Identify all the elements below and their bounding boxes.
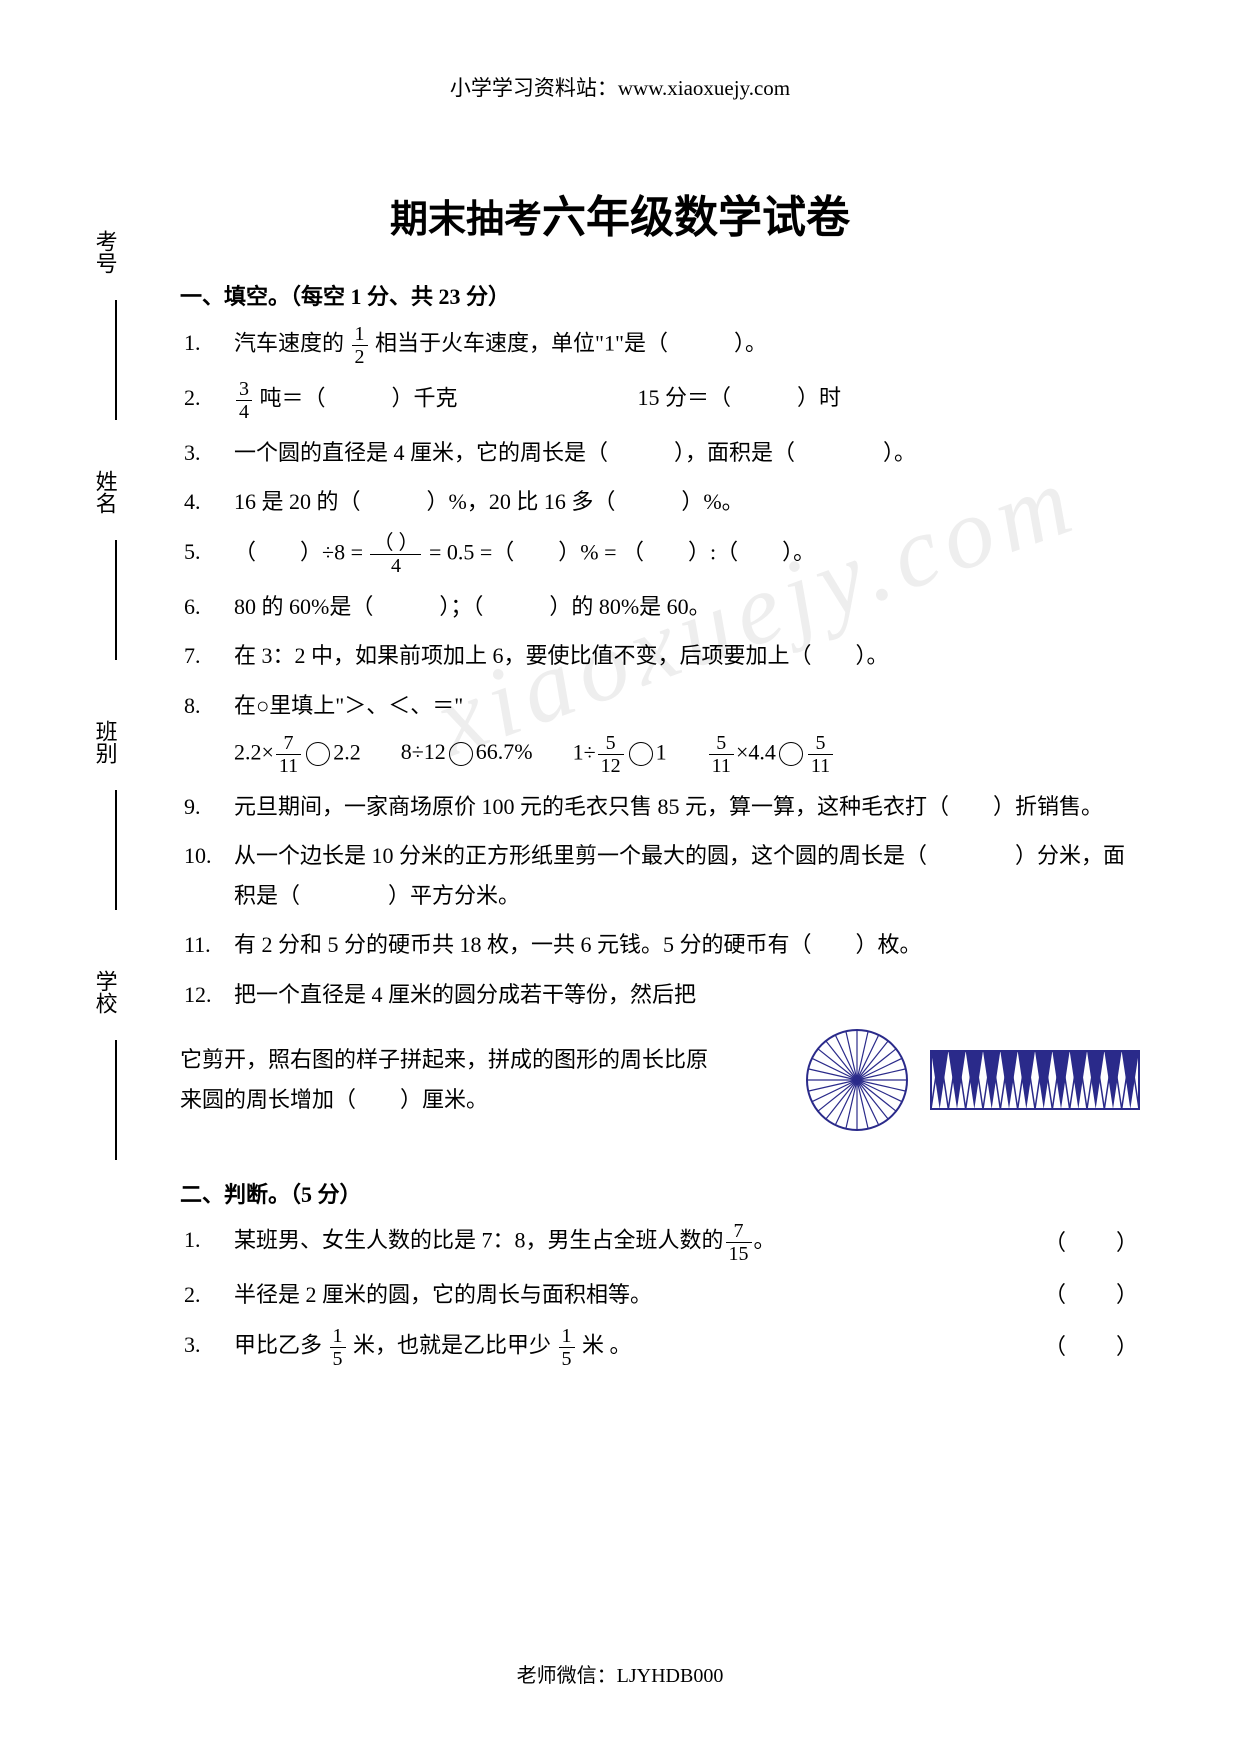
q6: 6. 80 的 60%是（ ）；（ ）的 80%是 60。 — [180, 587, 1140, 627]
q2: 2. 34 吨＝（ ）千克 15 分＝（ ）时 — [180, 378, 1140, 423]
sidebar-name-line — [115, 540, 117, 660]
section1-heading: 一、填空。（每空 1 分、共 23 分） — [180, 277, 1140, 317]
sidebar-class-line — [115, 790, 117, 910]
q9: 9. 元旦期间，一家商场原价 100 元的毛衣只售 85 元，算一算，这种毛衣打… — [180, 787, 1140, 827]
q12-line3: 来圆的周长增加（ ）厘米。 — [180, 1080, 784, 1120]
j1: 1. 某班男、女生人数的比是 7：8，男生占全班人数的715。 （ ） — [180, 1220, 1140, 1265]
q11: 11. 有 2 分和 5 分的硬币共 18 枚，一共 6 元钱。5 分的硬币有（… — [180, 925, 1140, 965]
page-header: 小学学习资料站：www.xiaoxuejy.com — [0, 0, 1240, 108]
q12: 12. 把一个直径是 4 厘米的圆分成若干等份，然后把 — [180, 975, 1140, 1015]
q12-line2: 它剪开，照右图的样子拼起来，拼成的图形的周长比原 — [180, 1040, 784, 1080]
sidebar-name-label: 姓名 — [85, 470, 125, 514]
q1: 1. 汽车速度的 12 相当于火车速度，单位"1"是（ ）。 — [180, 323, 1140, 368]
compare-circle-icon — [306, 742, 330, 766]
page-footer: 老师微信：LJYHDB000 — [0, 1658, 1240, 1694]
q3: 3. 一个圆的直径是 4 厘米，它的周长是（ ），面积是（ ）。 — [180, 433, 1140, 473]
q4: 4. 16 是 20 的（ ）%，20 比 16 多（ ）%。 — [180, 482, 1140, 522]
q10: 10. 从一个边长是 10 分米的正方形纸里剪一个最大的圆，这个圆的周长是（ ）… — [180, 836, 1140, 915]
zigzag-figure — [930, 1050, 1140, 1110]
q8: 8. 在○里填上"＞、＜、＝" 2.2×7112.2 8÷1266.7% 1÷5… — [180, 686, 1140, 777]
j3: 3. 甲比乙多 15 米，也就是乙比甲少 15 米 。 （ ） — [180, 1325, 1140, 1370]
q7: 7. 在 3：2 中，如果前项加上 6，要使比值不变，后项要加上（ ）。 — [180, 636, 1140, 676]
sidebar-number-label: 考号 — [85, 230, 125, 274]
sidebar-school-line — [115, 1040, 117, 1160]
circle-spokes-figure — [802, 1025, 912, 1135]
compare-circle-icon — [779, 742, 803, 766]
compare-circle-icon — [449, 742, 473, 766]
sidebar-class-label: 班别 — [85, 720, 125, 764]
sidebar-number-line — [115, 300, 117, 420]
j2: 2. 半径是 2 厘米的圆，它的周长与面积相等。 （ ） — [180, 1275, 1140, 1315]
exam-title: 期末抽考六年级数学试卷 — [0, 178, 1240, 257]
section2-heading: 二、判断。（5 分） — [180, 1175, 1140, 1215]
q5: 5. （ ）÷8 = （ ）4 = 0.5 =（ ）% = （ ）:（ ）。 — [180, 532, 1140, 577]
sidebar-school-label: 学校 — [85, 970, 125, 1014]
compare-circle-icon — [629, 742, 653, 766]
